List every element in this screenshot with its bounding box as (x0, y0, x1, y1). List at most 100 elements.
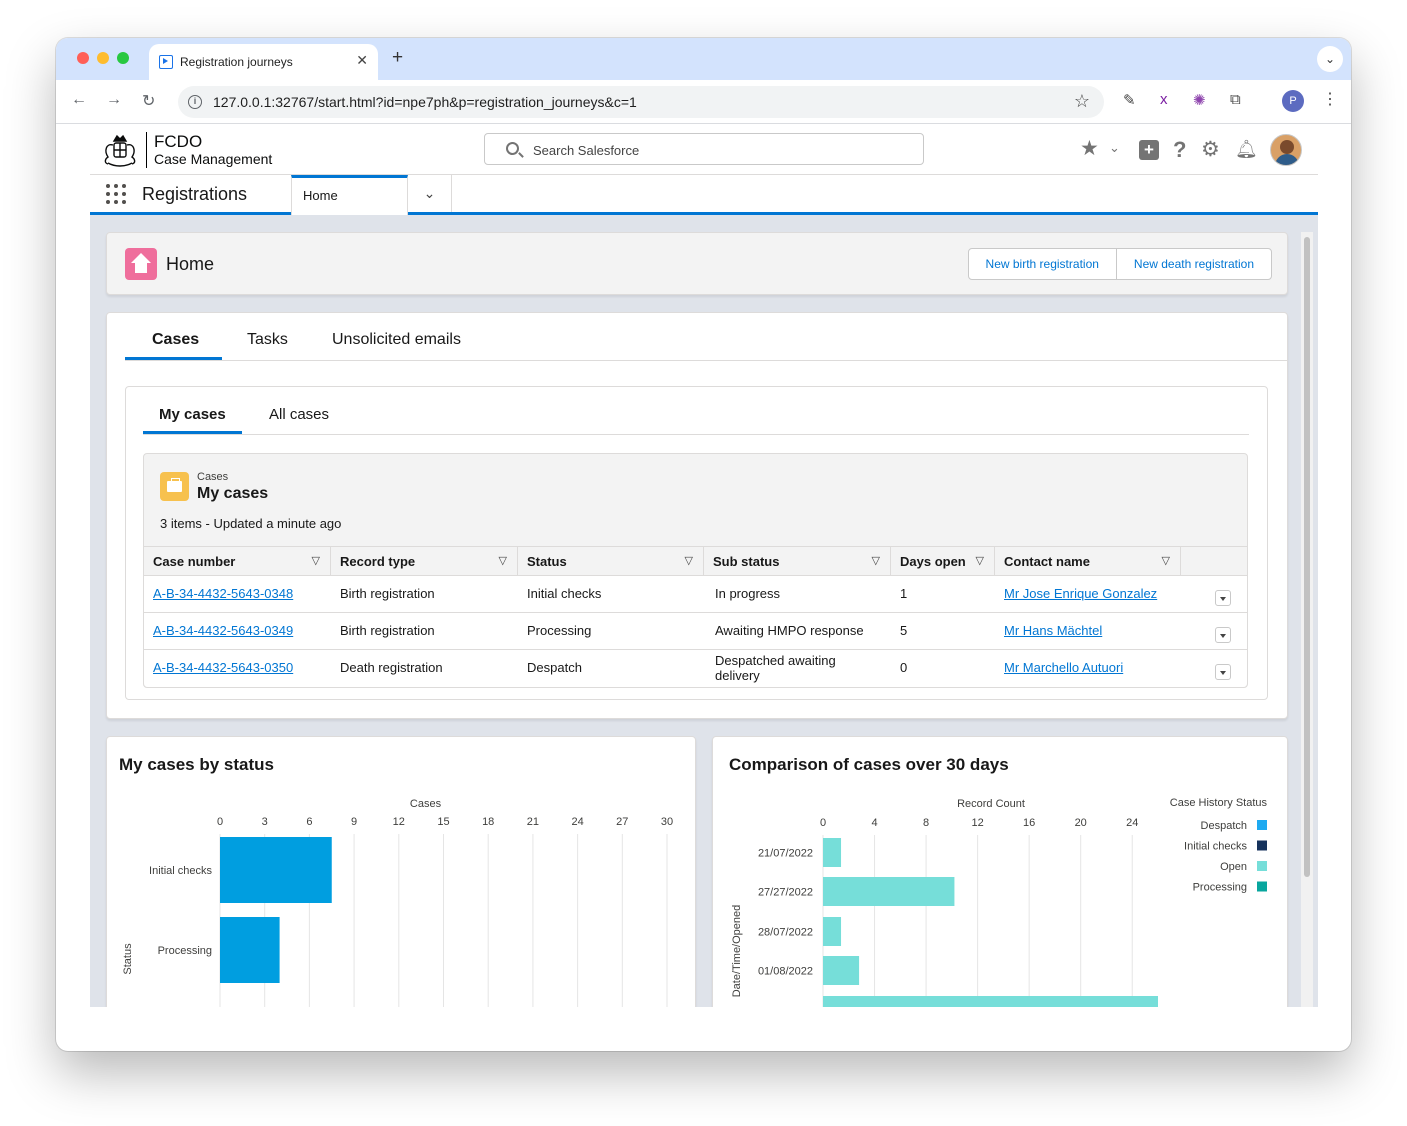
extensions-puzzle-icon[interactable]: ⧉ (1230, 91, 1241, 108)
reload-button[interactable]: ↻ (142, 93, 156, 110)
sub-status-cell: Awaiting HMPO response (715, 623, 864, 638)
days-open-cell: 1 (900, 586, 908, 601)
contact-name-link[interactable]: Mr Jose Enrique Gonzalez (1004, 586, 1158, 601)
help-question-icon[interactable]: ? (1173, 137, 1187, 162)
browser-menu-icon[interactable]: ⋮ (1322, 91, 1338, 108)
tab-tasks[interactable]: Tasks (247, 331, 288, 348)
status-cell: Processing (527, 623, 592, 638)
favorites-star-icon[interactable]: ★ (1080, 137, 1099, 160)
bar (823, 838, 842, 867)
logo-divider (146, 132, 147, 168)
x-tick-label: 8 (923, 817, 929, 829)
case-number-link[interactable]: A-B-34-4432-5643-0349 (153, 623, 294, 638)
logo-subtitle: Case Management (154, 151, 273, 167)
tab-cases[interactable]: Cases (152, 331, 200, 348)
search-input[interactable] (533, 140, 913, 160)
page-header-card: Home New birth registration New death re… (106, 232, 1288, 295)
tab-unsolicited-emails[interactable]: Unsolicited emails (332, 331, 461, 348)
url-text[interactable]: 127.0.0.1:32767/start.html?id=npe7ph&p=r… (213, 94, 637, 110)
forward-button[interactable]: → (106, 91, 122, 108)
close-tab-icon[interactable]: ✕ (356, 52, 368, 68)
x-tick-label: 12 (971, 817, 983, 829)
nav-more-chevron-down-icon[interactable]: ⌄ (408, 175, 452, 212)
eyedropper-extension-icon[interactable]: ✎ (1123, 92, 1136, 109)
y-tick-label: 28/07/2022 (758, 927, 813, 939)
maximize-window-button[interactable] (117, 52, 129, 64)
page-favicon-icon (159, 55, 173, 69)
y-tick-label: Initial checks (149, 865, 212, 877)
x-tick-label: 0 (217, 816, 223, 828)
notifications-bell-icon[interactable]: 🔔︎ (1235, 139, 1258, 159)
cases-by-status-chart: Cases 0 3 6 9 12 15 18 21 24 27 30 Initial checks Pro… (122, 798, 673, 1007)
scrollbar-thumb[interactable] (1304, 237, 1310, 877)
contact-name-link[interactable]: Mr Marchello Autuori (1004, 660, 1124, 675)
app-launcher-waffle-icon[interactable] (106, 184, 126, 204)
legend-entry: Open (1220, 861, 1247, 873)
column-header-contact-name[interactable]: Contact name ▽ (995, 546, 1181, 576)
page-scrollbar[interactable] (1301, 232, 1313, 1007)
y-axis-label: Status (122, 943, 134, 975)
cases-tabs-card: Cases Tasks Unsolicited emails My cases … (106, 312, 1288, 719)
tab-search-button[interactable]: ⌄ (1317, 46, 1343, 72)
close-window-button[interactable] (77, 52, 89, 64)
new-death-registration-button[interactable]: New death registration (1115, 249, 1271, 279)
global-actions-add-icon[interactable]: + (1139, 140, 1159, 160)
app-name: Registrations (142, 184, 248, 204)
bar (823, 996, 1158, 1007)
tab-my-cases[interactable]: My cases (159, 406, 226, 423)
column-chevron-down-icon[interactable]: ▽ (1161, 555, 1170, 567)
profile-avatar[interactable]: P (1282, 90, 1304, 112)
new-birth-registration-button[interactable]: New birth registration (985, 257, 1099, 271)
setup-gear-icon[interactable]: ⚙ (1201, 138, 1220, 161)
bookmark-star-icon[interactable]: ☆ (1073, 91, 1090, 111)
cases-inner-card: My cases All cases Cases My cases 3 item… (125, 386, 1268, 700)
case-number-link[interactable]: A-B-34-4432-5643-0348 (153, 586, 294, 601)
address-bar[interactable]: i 127.0.0.1:32767/start.html?id=npe7ph&p… (178, 86, 1104, 118)
x-axis-label: Cases (410, 798, 442, 810)
browser-tab[interactable]: Registration journeys ✕ (149, 44, 378, 80)
home-icon (125, 248, 157, 280)
nav-tab-home[interactable]: Home (291, 175, 408, 215)
column-chevron-down-icon[interactable]: ▽ (498, 555, 507, 567)
legend-entry: Initial checks (1184, 841, 1247, 853)
site-info-icon[interactable]: i (188, 95, 202, 109)
logo-title: FCDO (154, 132, 203, 151)
row-actions-dropdown-icon[interactable] (1215, 590, 1231, 606)
my-cases-list-view: Cases My cases 3 items - Updated a minut… (143, 453, 1248, 688)
days-open-cell: 0 (900, 660, 908, 675)
legend-title: Case History Status (1170, 797, 1268, 809)
column-chevron-down-icon[interactable]: ▽ (975, 555, 984, 567)
x-extension-icon[interactable]: x (1160, 91, 1168, 108)
status-cell: Initial checks (527, 586, 602, 601)
cases-subtabset: My cases All cases (143, 387, 1249, 435)
column-header-days-open[interactable]: Days open ▽ (891, 546, 995, 576)
favorites-chevron-down-icon[interactable]: ⌄ (1109, 140, 1120, 155)
list-view-title: My cases (197, 485, 269, 502)
global-search[interactable] (484, 133, 924, 165)
chart-title: My cases by status (119, 755, 274, 774)
bar (220, 837, 332, 903)
tab-all-cases[interactable]: All cases (269, 406, 330, 423)
case-number-link[interactable]: A-B-34-4432-5643-0350 (153, 660, 294, 675)
column-header-record-type[interactable]: Record type ▽ (331, 546, 518, 576)
column-header-sub-status[interactable]: Sub status ▽ (704, 546, 891, 576)
contact-name-link[interactable]: Mr Hans Mächtel (1004, 623, 1103, 638)
row-actions-dropdown-icon[interactable] (1215, 664, 1231, 680)
column-header-label: Days open (900, 554, 966, 569)
column-chevron-down-icon[interactable]: ▽ (684, 555, 693, 567)
user-avatar[interactable] (1270, 134, 1302, 166)
app-navigation-bar: Registrations Home ⌄ (90, 175, 1318, 215)
gear-extension-icon[interactable]: ✺ (1193, 92, 1206, 109)
column-chevron-down-icon[interactable]: ▽ (311, 555, 320, 567)
back-button[interactable]: ← (71, 91, 87, 108)
column-header-status[interactable]: Status ▽ (518, 546, 704, 576)
row-actions-dropdown-icon[interactable] (1215, 627, 1231, 643)
new-tab-button[interactable]: + (392, 47, 404, 68)
list-view-meta: 3 items - Updated a minute ago (160, 516, 342, 531)
column-header-case-number[interactable]: Case number ▽ (144, 546, 331, 576)
table-row: A-B-34-4432-5643-0348 Birth registration… (144, 576, 1247, 613)
x-tick-label: 4 (871, 817, 877, 829)
record-type-cell: Birth registration (340, 586, 435, 601)
minimize-window-button[interactable] (97, 52, 109, 64)
column-chevron-down-icon[interactable]: ▽ (871, 555, 880, 567)
